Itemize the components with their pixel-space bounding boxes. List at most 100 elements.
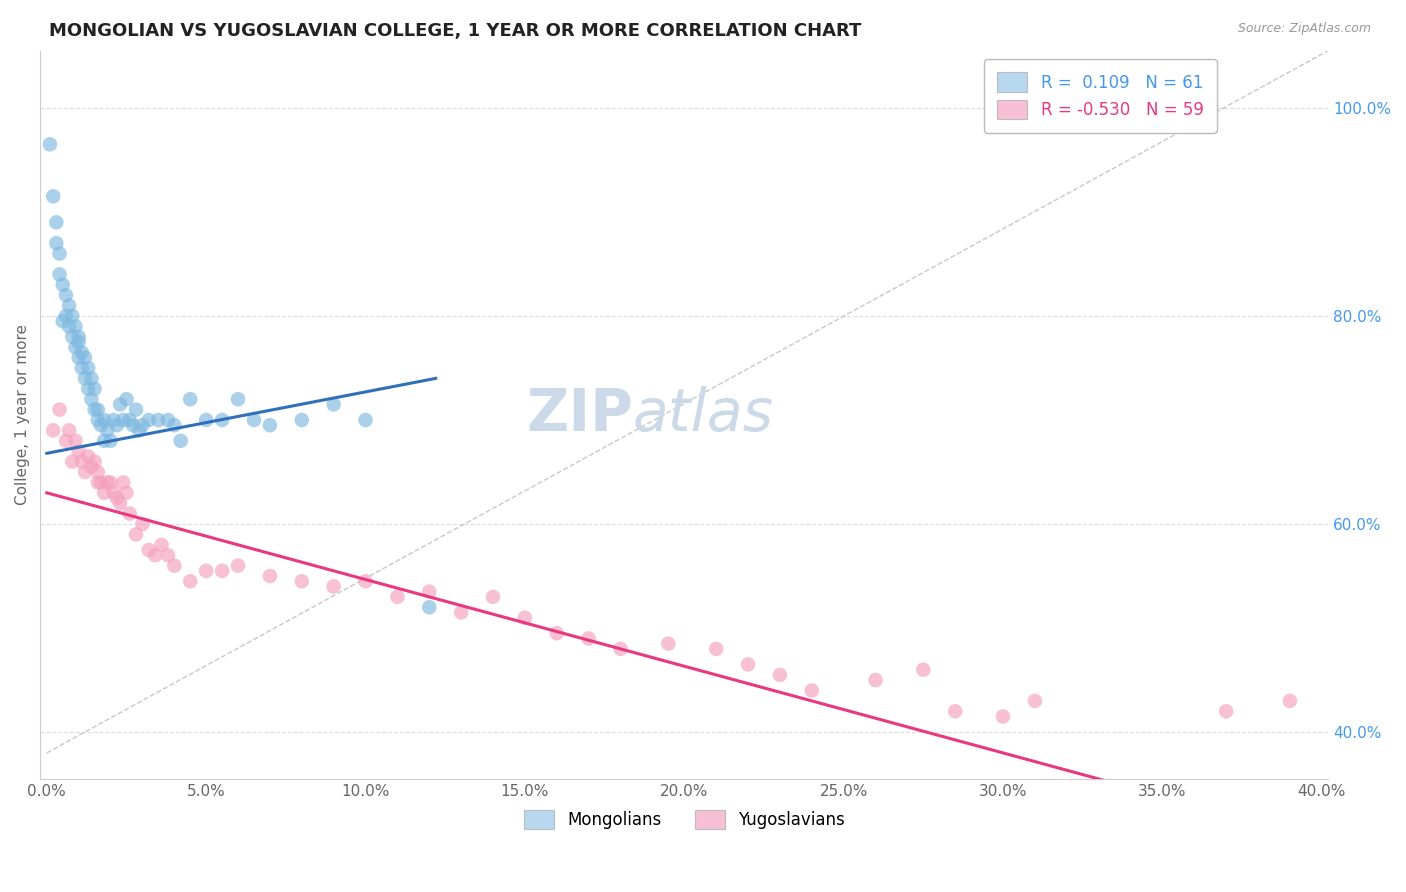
Point: [737, 657, 759, 672]
Point: [211, 564, 233, 578]
Point: [179, 574, 201, 589]
Point: [96, 475, 118, 490]
Point: [125, 402, 148, 417]
Point: [70, 345, 93, 359]
Point: [80, 392, 103, 407]
Point: [121, 418, 143, 433]
Point: [58, 319, 80, 334]
Point: [195, 413, 218, 427]
Point: [291, 574, 314, 589]
Point: [87, 475, 110, 490]
Point: [513, 610, 536, 624]
Point: [80, 371, 103, 385]
Point: [322, 579, 344, 593]
Point: [77, 382, 100, 396]
Point: [169, 434, 191, 448]
Text: ZIP: ZIP: [526, 386, 633, 443]
Point: [578, 632, 600, 646]
Point: [704, 641, 727, 656]
Point: [90, 475, 112, 490]
Point: [259, 418, 281, 433]
Text: atlas: atlas: [633, 386, 773, 443]
Point: [105, 491, 128, 505]
Point: [77, 361, 100, 376]
Y-axis label: College, 1 year or more: College, 1 year or more: [15, 325, 30, 505]
Point: [156, 413, 179, 427]
Point: [387, 590, 409, 604]
Point: [769, 668, 792, 682]
Point: [118, 507, 141, 521]
Point: [148, 413, 170, 427]
Point: [80, 459, 103, 474]
Point: [118, 413, 141, 427]
Point: [1215, 704, 1237, 718]
Point: [179, 392, 201, 407]
Point: [70, 455, 93, 469]
Point: [100, 475, 122, 490]
Point: [546, 626, 568, 640]
Point: [131, 418, 153, 433]
Point: [87, 402, 110, 417]
Point: [150, 538, 173, 552]
Point: [83, 382, 105, 396]
Point: [65, 434, 87, 448]
Point: [943, 704, 966, 718]
Point: [115, 485, 138, 500]
Point: [93, 434, 115, 448]
Point: [105, 418, 128, 433]
Point: [77, 450, 100, 464]
Point: [96, 424, 118, 438]
Point: [112, 413, 135, 427]
Point: [156, 548, 179, 562]
Point: [73, 351, 96, 365]
Point: [103, 485, 125, 500]
Point: [65, 319, 87, 334]
Point: [243, 413, 266, 427]
Point: [93, 413, 115, 427]
Point: [354, 413, 377, 427]
Point: [211, 413, 233, 427]
Text: Source: ZipAtlas.com: Source: ZipAtlas.com: [1237, 22, 1371, 36]
Point: [45, 215, 67, 229]
Point: [42, 189, 65, 203]
Point: [322, 397, 344, 411]
Point: [195, 564, 218, 578]
Point: [800, 683, 823, 698]
Point: [55, 288, 77, 302]
Point: [67, 334, 90, 349]
Point: [226, 558, 249, 573]
Point: [418, 600, 440, 615]
Legend: Mongolians, Yugoslavians: Mongolians, Yugoslavians: [517, 804, 852, 836]
Point: [108, 397, 131, 411]
Point: [90, 418, 112, 433]
Point: [67, 444, 90, 458]
Point: [48, 402, 70, 417]
Point: [138, 413, 160, 427]
Point: [67, 330, 90, 344]
Point: [55, 434, 77, 448]
Point: [58, 424, 80, 438]
Point: [42, 424, 65, 438]
Point: [58, 299, 80, 313]
Point: [143, 548, 166, 562]
Point: [55, 309, 77, 323]
Point: [418, 584, 440, 599]
Point: [100, 434, 122, 448]
Point: [70, 361, 93, 376]
Point: [609, 641, 631, 656]
Point: [226, 392, 249, 407]
Point: [87, 465, 110, 479]
Point: [128, 424, 150, 438]
Point: [657, 637, 679, 651]
Point: [163, 558, 186, 573]
Point: [83, 455, 105, 469]
Point: [83, 402, 105, 417]
Point: [48, 246, 70, 260]
Point: [1278, 694, 1301, 708]
Point: [259, 569, 281, 583]
Point: [450, 606, 472, 620]
Point: [73, 371, 96, 385]
Point: [138, 543, 160, 558]
Point: [103, 413, 125, 427]
Point: [108, 496, 131, 510]
